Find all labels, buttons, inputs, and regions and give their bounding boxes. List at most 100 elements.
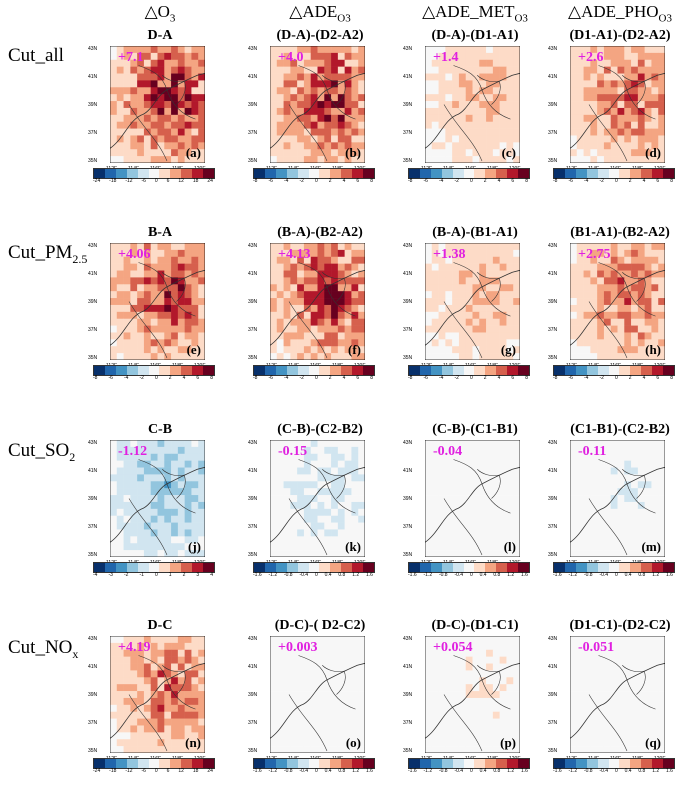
panel-mean-value: +7.1 xyxy=(118,50,144,65)
panel-title: (D-C)-( D2-C2) xyxy=(274,618,366,633)
heatmap-cell xyxy=(452,663,460,671)
heatmap-cell xyxy=(143,94,151,102)
heatmap-cell xyxy=(425,73,433,81)
heatmap-cell xyxy=(324,460,332,468)
heatmap-cell xyxy=(344,649,352,657)
colorbar-tick-label: -2 xyxy=(454,375,459,381)
heatmap-cell xyxy=(143,467,151,475)
heatmap-cell xyxy=(358,725,365,733)
heatmap-cell xyxy=(130,66,138,74)
heatmap-cell xyxy=(164,440,172,448)
heatmap-cell xyxy=(191,649,199,657)
heatmap-cell xyxy=(610,87,618,95)
colorbar-tick-label: 0 xyxy=(614,572,618,578)
heatmap-cell xyxy=(276,311,284,320)
y-tick-label: 37N xyxy=(548,327,558,333)
heatmap-cell xyxy=(184,149,192,157)
heatmap-cell xyxy=(116,149,124,157)
heatmap-cell xyxy=(506,249,514,258)
heatmap-cell xyxy=(283,746,291,753)
heatmap-cell xyxy=(624,732,632,740)
heatmap-cell xyxy=(297,636,305,644)
heatmap-cell xyxy=(157,440,165,448)
heatmap-cell xyxy=(331,66,339,74)
heatmap-cell xyxy=(576,277,584,285)
heatmap-cell xyxy=(283,704,291,713)
heatmap-cell xyxy=(110,446,118,455)
heatmap-cell xyxy=(276,304,284,313)
heatmap-cell xyxy=(637,649,645,657)
heatmap-cell xyxy=(324,277,332,285)
heatmap-cell xyxy=(337,684,345,692)
heatmap-cell xyxy=(651,73,659,81)
colorbar-tick-label: 6 xyxy=(656,178,660,184)
colorbar-swatch xyxy=(330,563,342,572)
heatmap-cell xyxy=(283,446,291,455)
heatmap-cell xyxy=(110,263,118,271)
heatmap-cell xyxy=(425,522,433,530)
heatmap-cell xyxy=(137,508,145,517)
heatmap-cell xyxy=(499,142,507,150)
heatmap-cell xyxy=(465,718,473,726)
colorbar-tick-label: -6 xyxy=(568,375,573,381)
heatmap-cell xyxy=(492,536,500,544)
heatmap-cell xyxy=(184,52,192,61)
heatmap-cell xyxy=(184,121,192,129)
heatmap-cell xyxy=(198,670,205,678)
heatmap-cell xyxy=(458,346,466,354)
heatmap-cell xyxy=(631,270,639,278)
heatmap-cell xyxy=(658,508,665,517)
heatmap-cell xyxy=(576,318,584,326)
heatmap-cell xyxy=(458,66,466,74)
heatmap-cell xyxy=(303,642,311,651)
heatmap-cell xyxy=(570,704,578,713)
heatmap-cell xyxy=(351,522,359,530)
heatmap-cell xyxy=(157,249,165,258)
heatmap-cell xyxy=(513,649,520,657)
heatmap-cell xyxy=(597,515,605,523)
heatmap-cell xyxy=(276,501,284,510)
colorbar-swatch xyxy=(94,759,105,768)
heatmap-cell xyxy=(123,318,131,326)
heatmap-cell xyxy=(276,440,284,448)
heatmap-cell xyxy=(337,256,345,264)
heatmap-cell xyxy=(570,636,578,644)
heatmap-cell xyxy=(143,460,151,468)
heatmap-cell xyxy=(624,460,632,468)
heatmap-cell xyxy=(351,128,359,136)
heatmap-field xyxy=(270,46,365,163)
heatmap-cell xyxy=(492,284,500,292)
heatmap-cell xyxy=(290,501,298,510)
heatmap-cell xyxy=(324,718,332,726)
heatmap-cell xyxy=(452,249,460,258)
heatmap-cell xyxy=(644,291,652,299)
heatmap-cell xyxy=(499,339,507,347)
heatmap-cell xyxy=(310,149,318,157)
heatmap-cell xyxy=(637,739,645,747)
heatmap-cell xyxy=(624,87,632,95)
heatmap-cell xyxy=(171,704,179,713)
colorbar-tick-label: 0.8 xyxy=(493,572,501,578)
colorbar-swatch xyxy=(463,366,475,375)
heatmap-cell xyxy=(597,339,605,347)
heatmap-cell xyxy=(164,66,172,74)
heatmap-cell xyxy=(431,453,439,461)
heatmap-cell xyxy=(303,325,311,333)
heatmap-cell xyxy=(324,353,332,360)
heatmap-cell xyxy=(324,128,332,136)
heatmap-cell xyxy=(431,304,439,313)
heatmap-cell xyxy=(492,87,500,95)
heatmap-cell xyxy=(137,467,145,475)
heatmap-cell xyxy=(331,474,339,482)
heatmap-cell xyxy=(276,663,284,671)
heatmap-cell xyxy=(486,304,494,313)
heatmap-cell xyxy=(597,284,605,292)
heatmap-cell xyxy=(479,135,487,143)
heatmap-cell xyxy=(603,94,611,102)
colorbar-tick-label: 6 xyxy=(656,375,660,381)
heatmap-cell xyxy=(191,298,199,306)
heatmap-cell xyxy=(198,339,205,347)
heatmap-cell xyxy=(617,339,625,347)
colorbar-swatch xyxy=(254,169,265,178)
heatmap-cell xyxy=(283,332,291,340)
